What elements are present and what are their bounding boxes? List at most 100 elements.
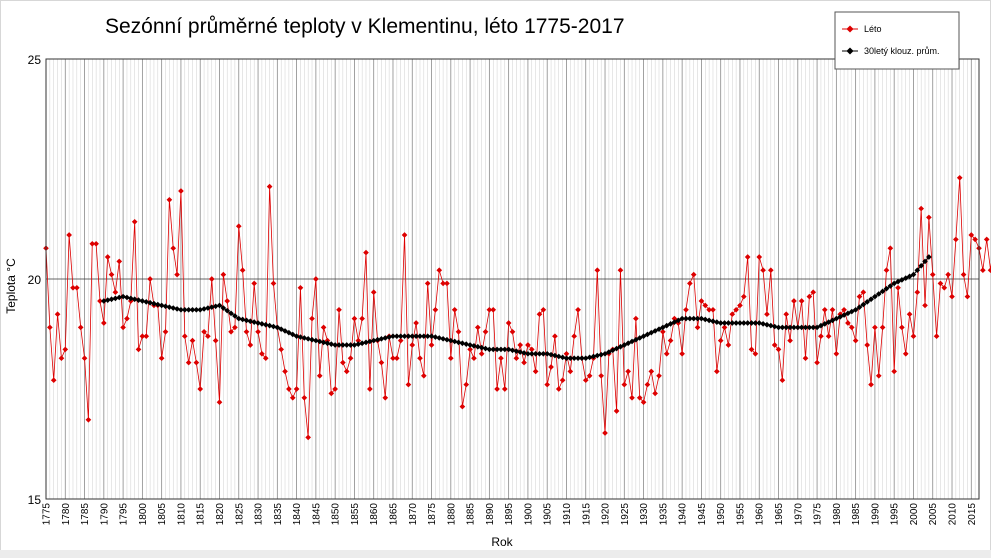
x-tick-label: 1815 bbox=[196, 503, 207, 526]
series-leto-point bbox=[316, 372, 323, 379]
series-leto-point bbox=[779, 377, 786, 384]
series-leto-point bbox=[135, 346, 142, 353]
series-average-point bbox=[794, 324, 801, 331]
series-leto-point bbox=[586, 372, 593, 379]
legend: Léto 30letý klouz. prům. bbox=[834, 11, 960, 70]
series-average-point bbox=[702, 316, 709, 323]
series-average-point bbox=[579, 355, 585, 362]
series-average-point bbox=[151, 300, 157, 307]
series-leto-point bbox=[220, 271, 227, 278]
x-tick-label: 1845 bbox=[311, 503, 322, 526]
series-leto-point bbox=[937, 280, 944, 287]
series-leto-point bbox=[964, 293, 971, 300]
series-average-point bbox=[390, 333, 396, 340]
series-leto-point bbox=[97, 298, 103, 304]
series-average-point bbox=[521, 350, 527, 356]
series-leto-point bbox=[602, 430, 608, 436]
series-leto-point bbox=[972, 236, 978, 243]
series-leto-point bbox=[902, 350, 909, 357]
series-leto-point bbox=[289, 394, 296, 401]
series-leto-point bbox=[420, 372, 427, 379]
series-leto-point bbox=[193, 359, 200, 366]
series-average-point bbox=[401, 333, 408, 340]
series-leto-point bbox=[370, 289, 377, 296]
series-average-point bbox=[243, 317, 250, 324]
series-leto-point bbox=[455, 328, 462, 335]
series-average-point bbox=[378, 336, 385, 342]
series-average-point bbox=[201, 306, 207, 312]
series-leto-point bbox=[440, 280, 446, 287]
series-leto-point bbox=[613, 408, 620, 414]
series-leto-point bbox=[752, 350, 759, 357]
series-leto-point bbox=[297, 284, 304, 291]
series-leto-point bbox=[694, 324, 701, 331]
series-leto-point bbox=[563, 350, 570, 357]
axes-layer: 15 20 25 1775 1780 1785 1790 1795 1800 1805 1810 18… bbox=[28, 53, 980, 526]
series-leto-point bbox=[926, 214, 932, 221]
x-tick-label: 1995 bbox=[890, 503, 901, 526]
series-leto-point bbox=[737, 302, 743, 309]
series-leto-point bbox=[432, 306, 439, 313]
series-average-point bbox=[247, 318, 254, 325]
series-leto-point bbox=[528, 346, 535, 353]
series-leto-point bbox=[980, 267, 986, 274]
x-tick-label: 1790 bbox=[99, 503, 110, 526]
series-leto-point bbox=[717, 337, 724, 344]
series-leto-point bbox=[567, 368, 574, 375]
series-leto-point bbox=[868, 381, 874, 388]
x-tick-label: 1800 bbox=[138, 503, 149, 526]
x-tick-label: 1890 bbox=[485, 503, 496, 526]
series-average-point bbox=[513, 348, 520, 354]
series-leto-point bbox=[243, 328, 250, 335]
y-tick-label: 25 bbox=[28, 53, 42, 67]
series-leto-point bbox=[906, 311, 913, 318]
series-leto-point bbox=[313, 276, 319, 282]
series-average-point bbox=[505, 346, 512, 353]
series-leto-point bbox=[467, 346, 473, 353]
series-average-point bbox=[224, 307, 231, 314]
series-average-point bbox=[444, 336, 450, 343]
series-average-point bbox=[409, 333, 416, 340]
series-leto-point bbox=[710, 306, 716, 313]
series-average-point bbox=[305, 336, 311, 342]
series-average-point bbox=[856, 304, 863, 310]
series-average-point bbox=[509, 347, 516, 354]
series-average-point bbox=[598, 351, 605, 358]
series-leto-point bbox=[783, 311, 790, 318]
series-average-point bbox=[394, 333, 400, 340]
series-average-point bbox=[733, 320, 739, 326]
series-average-point bbox=[494, 346, 500, 353]
series-average-point bbox=[783, 324, 790, 331]
series-leto-point bbox=[740, 293, 747, 300]
series-leto-point bbox=[683, 306, 689, 313]
series-average-point bbox=[463, 341, 470, 347]
series-average-point bbox=[451, 338, 458, 345]
series-average-point bbox=[270, 323, 277, 330]
series-leto-point bbox=[536, 311, 543, 318]
series-average-point bbox=[124, 294, 130, 301]
series-leto-point bbox=[968, 232, 975, 238]
series-leto-point bbox=[663, 350, 670, 357]
series-leto-point bbox=[301, 394, 308, 401]
series-leto-point bbox=[178, 188, 184, 194]
x-tick-label: 1980 bbox=[832, 503, 843, 526]
series-leto-point bbox=[328, 390, 335, 397]
series-leto-point bbox=[787, 337, 793, 344]
plot-border bbox=[45, 58, 980, 500]
series-average-point bbox=[775, 324, 782, 331]
x-tick-label: 1895 bbox=[504, 503, 515, 526]
series-average-point bbox=[690, 315, 697, 322]
series-average-point bbox=[875, 291, 882, 297]
series-leto-point bbox=[262, 355, 269, 362]
series-average-point bbox=[918, 262, 924, 269]
series-leto-point bbox=[949, 293, 955, 300]
series-leto-point bbox=[494, 386, 500, 392]
series-leto-point bbox=[66, 232, 72, 238]
x-tick-label: 1935 bbox=[658, 503, 669, 526]
series-leto-point bbox=[378, 359, 385, 366]
series-average-point bbox=[158, 302, 165, 309]
series-leto-point bbox=[517, 342, 524, 348]
x-tick-label: 1885 bbox=[466, 503, 477, 526]
series-leto-point bbox=[933, 333, 940, 340]
series-average-point bbox=[420, 333, 427, 340]
